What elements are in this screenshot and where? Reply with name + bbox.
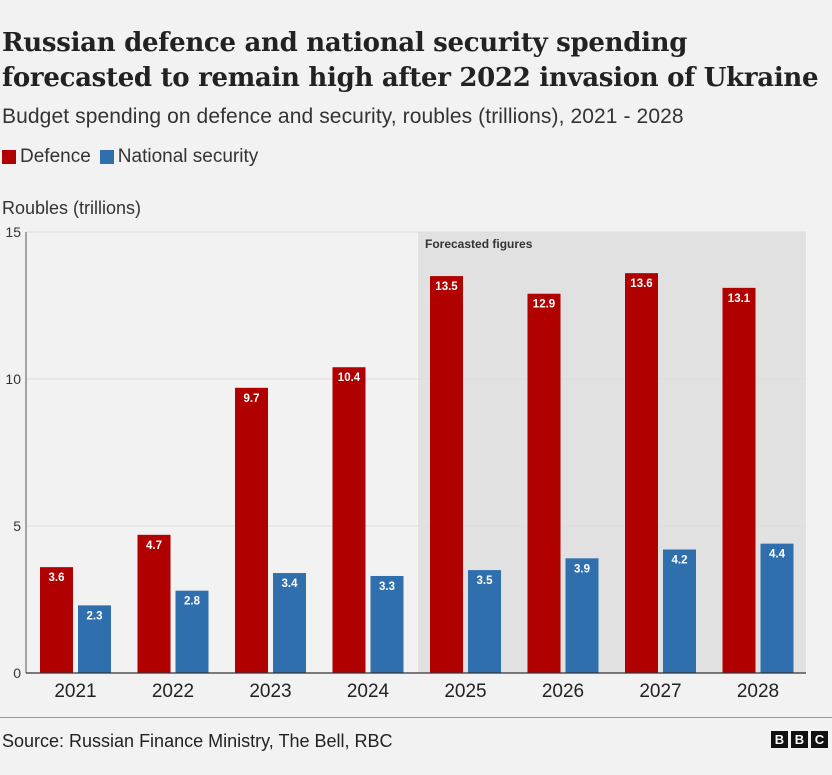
bar-defence — [722, 287, 756, 673]
chart-subtitle: Budget spending on defence and security,… — [2, 105, 684, 128]
footer-divider — [0, 717, 832, 718]
data-label-national-security: 3.4 — [282, 578, 299, 590]
x-tick-label: 2023 — [249, 681, 291, 702]
bbc-logo-letter: B — [791, 731, 808, 748]
data-label-national-security: 3.3 — [379, 581, 395, 593]
data-label-defence: 12.9 — [533, 299, 555, 311]
x-tick-label: 2026 — [542, 681, 584, 702]
data-label-national-security: 3.9 — [574, 563, 590, 575]
data-label-national-security: 4.4 — [769, 549, 786, 561]
bar-defence — [40, 567, 73, 673]
bar-defence — [137, 534, 171, 673]
legend-label-national-security: National security — [117, 146, 259, 167]
data-label-defence: 3.6 — [49, 572, 65, 584]
data-label-national-security: 4.2 — [672, 555, 688, 567]
bar-national-security — [175, 590, 209, 673]
data-label-national-security: 2.8 — [184, 596, 201, 608]
x-tick-label: 2027 — [639, 681, 681, 702]
x-tick-label: 2024 — [347, 681, 390, 702]
bar-chart: Forecasted figures 0 5 10 15 3.6 2.3 2021 4.7 2.8… — [5, 224, 806, 702]
bbc-logo-letter: B — [771, 731, 788, 748]
forecast-label: Forecasted figures — [425, 237, 533, 251]
data-label-defence: 4.7 — [146, 540, 162, 552]
bar-national-security — [78, 605, 111, 673]
legend: Defence National security — [2, 146, 267, 168]
data-label-national-security: 3.5 — [477, 575, 494, 587]
x-tick-label: 2025 — [444, 681, 486, 702]
legend-label-defence: Defence — [20, 146, 91, 167]
bar-defence — [332, 367, 366, 673]
bar-defence — [625, 273, 658, 673]
bar-national-security — [468, 570, 501, 673]
source-note: Source: Russian Finance Ministry, The Be… — [2, 731, 393, 751]
legend-swatch-national-security — [99, 150, 114, 164]
bar-defence — [235, 387, 268, 673]
y-tick-label: 5 — [13, 518, 21, 534]
x-tick-label: 2021 — [54, 681, 96, 702]
data-label-defence: 9.7 — [244, 393, 260, 405]
bar-national-security — [370, 575, 404, 673]
data-label-national-security: 2.3 — [87, 610, 103, 622]
y-tick-label: 10 — [5, 371, 21, 387]
bar-national-security — [663, 549, 696, 673]
y-tick-label: 15 — [5, 224, 21, 240]
bar-national-security — [760, 543, 794, 673]
data-label-defence: 13.6 — [630, 278, 652, 290]
bar-defence — [430, 276, 463, 673]
data-label-defence: 13.1 — [728, 293, 751, 305]
x-tick-label: 2022 — [152, 681, 194, 702]
chart-title: Russian defence and national security sp… — [2, 28, 819, 93]
legend-item-national-security: National security — [99, 146, 259, 168]
bar-defence — [527, 293, 561, 673]
legend-item-defence: Defence — [2, 146, 91, 168]
bbc-logo: B B C — [768, 731, 828, 748]
data-label-defence: 10.4 — [338, 372, 361, 384]
y-axis-label: Roubles (trillions) — [2, 198, 142, 218]
y-tick-label: 0 — [13, 665, 21, 681]
bar-national-security — [273, 573, 306, 673]
bar-national-security — [565, 558, 599, 673]
legend-swatch-defence — [2, 150, 16, 164]
x-tick-label: 2028 — [737, 681, 779, 702]
bbc-logo-letter: C — [811, 731, 828, 748]
data-label-defence: 13.5 — [435, 281, 458, 293]
